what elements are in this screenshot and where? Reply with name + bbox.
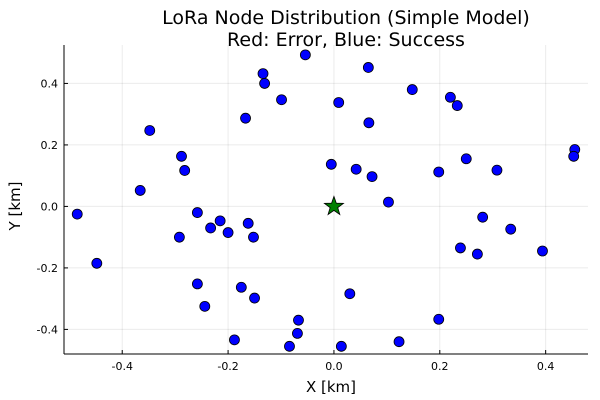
- ticks: -0.4 -0.2 0.0 0.2 0.4 -0.4 -0.2 0.0 0.2 0.4: [37, 77, 555, 373]
- data-points: [71, 49, 581, 352]
- gateway-group: [323, 195, 345, 216]
- node-point: [383, 196, 394, 208]
- node-point: [444, 91, 456, 103]
- node-point: [344, 288, 356, 300]
- node-point: [91, 257, 103, 269]
- x-tick-label: 0.2: [431, 360, 449, 373]
- node-point: [257, 68, 269, 79]
- x-tick-label: 0.4: [537, 360, 555, 373]
- node-point: [214, 215, 226, 227]
- node-point: [363, 117, 375, 129]
- node-point: [248, 231, 259, 243]
- node-point: [568, 150, 580, 162]
- node-point: [393, 336, 405, 348]
- node-point: [249, 292, 260, 304]
- node-point: [299, 49, 311, 61]
- node-point: [276, 94, 287, 106]
- grid: [64, 45, 588, 354]
- y-axis-label: Y [km]: [6, 182, 24, 232]
- node-point: [259, 78, 271, 89]
- x-tick-label: 0.0: [325, 360, 343, 373]
- node-point: [505, 223, 517, 235]
- node-point: [179, 165, 191, 176]
- chart-title-line1: LoRa Node Distribution (Simple Model): [162, 7, 530, 29]
- x-tick-label: -0.4: [111, 360, 132, 373]
- node-point: [229, 334, 240, 346]
- y-tick-label: -0.4: [37, 323, 58, 336]
- node-point: [205, 222, 217, 234]
- y-tick-label: 0.4: [41, 77, 59, 90]
- node-point: [406, 84, 418, 95]
- node-point: [537, 245, 548, 257]
- node-point: [134, 185, 146, 196]
- node-point: [455, 242, 466, 254]
- y-tick-label: -0.2: [37, 262, 58, 275]
- node-point: [362, 62, 374, 73]
- node-point: [292, 327, 303, 339]
- y-tick-label: 0.2: [41, 139, 59, 152]
- node-point: [293, 314, 304, 326]
- node-point: [350, 163, 362, 175]
- node-point: [191, 207, 203, 218]
- x-axis-label: X [km]: [306, 378, 356, 396]
- node-point: [433, 166, 445, 178]
- node-point: [491, 164, 503, 176]
- node-point: [366, 171, 378, 182]
- node-point: [199, 300, 211, 312]
- node-point: [242, 217, 254, 229]
- chart-title-line2: Red: Error, Blue: Success: [227, 29, 465, 51]
- x-tick-label: -0.2: [217, 360, 238, 373]
- node-point: [477, 211, 489, 223]
- node-point: [333, 97, 345, 108]
- gateway-star-icon: [323, 195, 345, 216]
- node-point: [222, 227, 234, 238]
- node-point: [173, 231, 185, 243]
- node-point: [191, 278, 203, 290]
- axes: [63, 45, 588, 355]
- node-point: [71, 208, 83, 220]
- node-point: [433, 313, 445, 325]
- node-point: [284, 340, 295, 352]
- node-point: [176, 150, 187, 162]
- node-point: [235, 281, 247, 293]
- node-point: [144, 125, 156, 136]
- y-tick-label: 0.0: [41, 200, 59, 213]
- node-point: [325, 158, 337, 170]
- node-point: [240, 112, 251, 124]
- node-point: [460, 153, 472, 165]
- node-point: [471, 248, 483, 260]
- node-point: [335, 340, 347, 352]
- node-point: [451, 100, 463, 111]
